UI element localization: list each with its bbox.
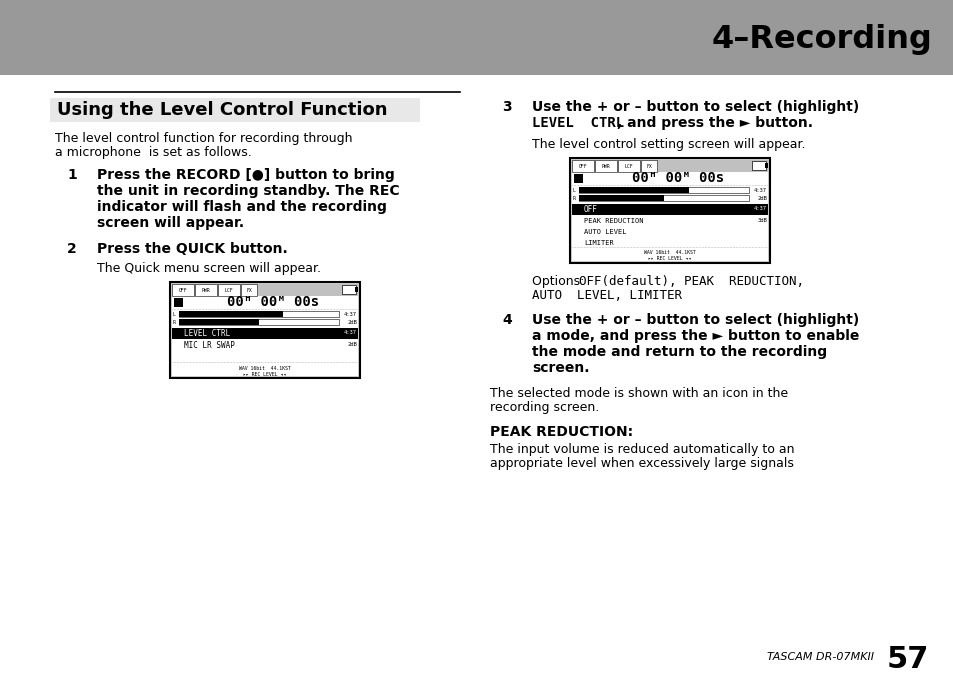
Bar	[572, 204, 767, 215]
Text: WAV 16bit  44.1KST: WAV 16bit 44.1KST	[643, 250, 695, 256]
Text: 2dB: 2dB	[347, 319, 356, 325]
Text: R: R	[573, 196, 576, 200]
Bar	[172, 284, 357, 376]
Text: 1: 1	[67, 168, 77, 182]
Text: OFF: OFF	[583, 205, 598, 213]
Text: The input volume is reduced automatically to an: The input volume is reduced automaticall…	[490, 443, 794, 456]
Text: The level control setting screen will appear.: The level control setting screen will ap…	[532, 138, 804, 151]
Text: 4–Recording: 4–Recording	[710, 24, 931, 55]
Text: 2dB: 2dB	[347, 342, 356, 348]
Text: WAV 16bit  44.1KST: WAV 16bit 44.1KST	[239, 365, 291, 371]
Text: 3dB: 3dB	[757, 219, 766, 223]
Text: R: R	[172, 319, 175, 325]
Bar	[595, 160, 617, 172]
Bar	[764, 163, 767, 168]
Text: 4:37: 4:37	[344, 331, 356, 335]
Text: screen.: screen.	[532, 361, 589, 375]
Text: PWR: PWR	[601, 163, 610, 169]
Text: MIC LR SWAP: MIC LR SWAP	[184, 340, 234, 350]
Text: 4:37: 4:37	[753, 188, 766, 192]
Text: ▸▸ REC LEVEL ◂◂: ▸▸ REC LEVEL ◂◂	[243, 371, 286, 377]
Bar	[179, 311, 283, 317]
Text: ▸▸ REC LEVEL ◂◂: ▸▸ REC LEVEL ◂◂	[648, 256, 691, 261]
Text: 4:37: 4:37	[344, 311, 356, 317]
Text: Use the + or – button to select (highlight): Use the + or – button to select (highlig…	[532, 100, 859, 114]
Text: Press the QUICK button.: Press the QUICK button.	[97, 242, 288, 256]
Text: 2: 2	[67, 242, 77, 256]
Text: PWR: PWR	[201, 288, 210, 292]
Bar	[578, 195, 663, 201]
Text: 4:37: 4:37	[753, 207, 766, 211]
Text: L: L	[172, 311, 175, 317]
Text: Use the + or – button to select (highlight): Use the + or – button to select (highlig…	[532, 313, 859, 327]
Bar	[173, 298, 183, 307]
Bar	[172, 328, 357, 339]
Text: FX: FX	[645, 163, 651, 169]
Bar	[355, 287, 357, 292]
Text: LCF: LCF	[225, 288, 233, 292]
Bar	[751, 161, 765, 170]
Bar	[50, 98, 419, 122]
Text: PEAK REDUCTION:: PEAK REDUCTION:	[490, 425, 633, 439]
Text: AUTO  LEVEL, LIMITER: AUTO LEVEL, LIMITER	[532, 289, 681, 302]
Text: 2dB: 2dB	[757, 196, 766, 200]
Bar	[218, 284, 240, 296]
Bar	[572, 160, 767, 172]
Text: LIMITER: LIMITER	[583, 240, 613, 246]
Text: LEVEL  CTRL: LEVEL CTRL	[532, 116, 623, 130]
Text: The Quick menu screen will appear.: The Quick menu screen will appear.	[97, 262, 320, 275]
Bar	[179, 319, 258, 325]
Bar	[0, 0, 953, 75]
Text: FX: FX	[246, 288, 252, 292]
Text: OFF: OFF	[578, 163, 587, 169]
Text: OFF: OFF	[178, 288, 187, 292]
Bar	[572, 160, 594, 172]
Bar	[578, 187, 688, 193]
Text: L: L	[573, 188, 576, 192]
Bar	[172, 284, 357, 296]
Text: a mode, and press the ► button to enable: a mode, and press the ► button to enable	[532, 329, 859, 343]
Text: , and press the ► button.: , and press the ► button.	[617, 116, 812, 130]
Text: 00ᴴ 00ᴹ 00s: 00ᴴ 00ᴹ 00s	[227, 295, 318, 309]
Text: LEVEL CTRL: LEVEL CTRL	[184, 329, 230, 338]
Text: The selected mode is shown with an icon in the: The selected mode is shown with an icon …	[490, 387, 787, 400]
Text: appropriate level when excessively large signals: appropriate level when excessively large…	[490, 457, 793, 470]
Bar	[574, 174, 582, 183]
Bar	[578, 195, 748, 201]
Bar	[572, 160, 767, 261]
Text: LCF: LCF	[624, 163, 633, 169]
Text: OFF(default), PEAK  REDUCTION,: OFF(default), PEAK REDUCTION,	[578, 275, 803, 288]
Text: 3: 3	[502, 100, 512, 114]
Bar	[170, 282, 359, 378]
Bar	[569, 158, 769, 263]
Bar	[578, 187, 748, 193]
Text: a microphone  is set as follows.: a microphone is set as follows.	[55, 146, 252, 159]
Text: PEAK REDUCTION: PEAK REDUCTION	[583, 218, 643, 224]
Text: 4: 4	[501, 313, 512, 327]
Text: Options:: Options:	[532, 275, 588, 288]
Text: The level control function for recording through: The level control function for recording…	[55, 132, 352, 145]
Text: recording screen.: recording screen.	[490, 401, 598, 414]
Text: AUTO LEVEL: AUTO LEVEL	[583, 229, 626, 235]
Bar	[640, 160, 657, 172]
Bar	[179, 311, 338, 317]
Text: the unit in recording standby. The REC: the unit in recording standby. The REC	[97, 184, 399, 198]
Bar	[172, 284, 193, 296]
Bar	[179, 319, 338, 325]
Text: indicator will flash and the recording: indicator will flash and the recording	[97, 200, 387, 214]
Text: screen will appear.: screen will appear.	[97, 216, 244, 230]
Bar	[618, 160, 639, 172]
Text: Using the Level Control Function: Using the Level Control Function	[57, 101, 387, 119]
Bar	[341, 285, 355, 294]
Text: the mode and return to the recording: the mode and return to the recording	[532, 345, 826, 359]
Bar	[241, 284, 256, 296]
Text: 00ᴴ 00ᴹ 00s: 00ᴴ 00ᴹ 00s	[631, 171, 723, 185]
Text: Press the RECORD [●] button to bring: Press the RECORD [●] button to bring	[97, 168, 395, 182]
Text: TASCAM DR-07MKII: TASCAM DR-07MKII	[766, 652, 873, 662]
Text: 57: 57	[885, 645, 928, 674]
Bar	[194, 284, 216, 296]
